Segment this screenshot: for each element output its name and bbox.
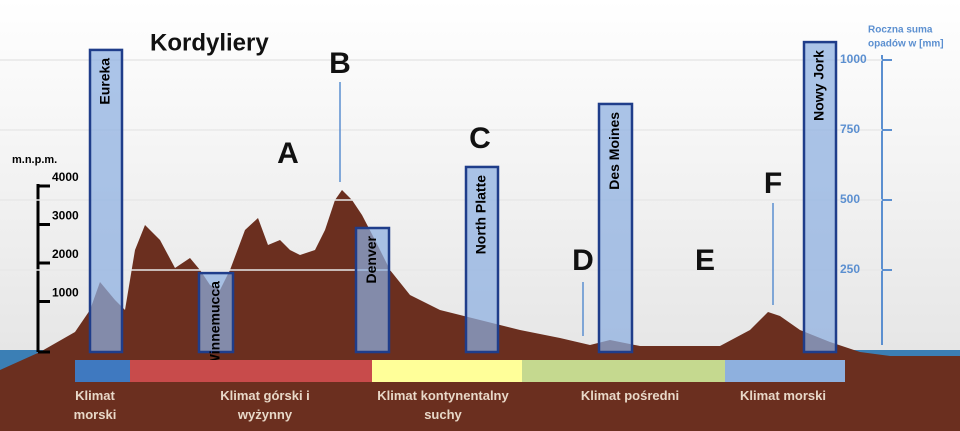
climate-zone-label: Klimat górski i wyżynny xyxy=(220,388,310,422)
precip-bar xyxy=(197,271,235,354)
precip-axis-label: Roczna suma xyxy=(868,25,933,36)
elevation-axis-label: m.n.p.m. xyxy=(12,154,57,166)
elevation-tick-label: 3000 xyxy=(52,209,79,223)
climate-zone xyxy=(75,360,130,382)
climate-zone xyxy=(725,360,845,382)
station-name: Eureka xyxy=(97,58,113,105)
precip-bar xyxy=(88,48,124,354)
ground xyxy=(0,383,960,431)
precip-bar xyxy=(464,165,500,354)
climate-zone xyxy=(130,360,372,382)
climate-zone-label: Klimat morski xyxy=(740,388,826,403)
elevation-tick-label: 2000 xyxy=(52,247,79,261)
terrain xyxy=(0,190,960,385)
station-name: Nowy Jork xyxy=(811,50,827,121)
letter: A xyxy=(277,137,299,170)
precip-tick-label: 750 xyxy=(840,122,860,136)
station-name: Des Moines xyxy=(606,112,622,190)
letter: D xyxy=(572,244,594,277)
elevation-tick-label: 1000 xyxy=(52,286,79,300)
climate-zone-label: Klimat morski xyxy=(73,388,117,422)
letter: B xyxy=(329,47,351,80)
precip-tick-label: 250 xyxy=(840,262,860,276)
climate-zone-label: Klimat pośredni xyxy=(580,388,680,403)
precip-tick-label: 500 xyxy=(840,192,860,206)
climate-zone-label: Klimat kontynentalny suchy xyxy=(377,388,509,422)
title: Kordyliery xyxy=(150,29,269,56)
letter: C xyxy=(469,122,491,155)
elevation-tick-label: 4000 xyxy=(52,170,79,184)
station-name: Winnemucca xyxy=(207,281,223,367)
precip-bar xyxy=(354,226,391,354)
precip-bar xyxy=(597,102,634,354)
precip-tick-label: 1000 xyxy=(840,52,867,66)
climate-zone xyxy=(522,360,725,382)
precip-bar xyxy=(802,40,838,354)
precip-axis-label: opadów w [mm] xyxy=(868,39,944,50)
climate-zone xyxy=(372,360,522,382)
station-name: Denver xyxy=(363,235,379,283)
station-name: North Platte xyxy=(473,175,489,255)
letter: E xyxy=(695,244,715,277)
letter: F xyxy=(764,167,782,200)
